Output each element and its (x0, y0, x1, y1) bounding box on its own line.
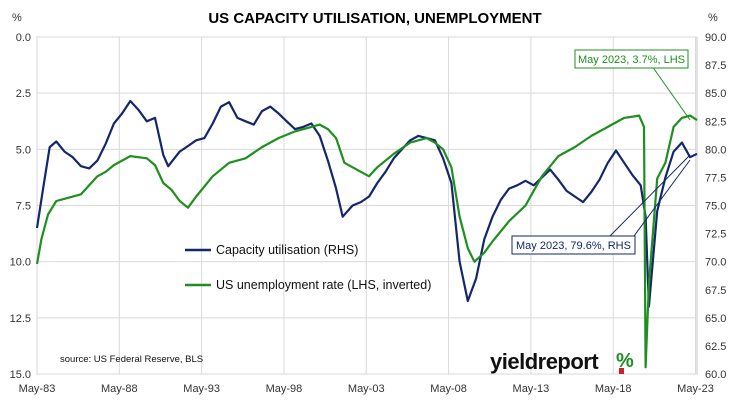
right-tick-label: 62.5 (705, 341, 726, 353)
right-tick-label: 70.0 (705, 257, 726, 269)
right-tick-label: 60.0 (705, 369, 726, 381)
annotation-unemployment: May 2023, 3.7%, LHS (574, 49, 691, 121)
logo-percent-icon: % (616, 350, 634, 372)
gridlines (36, 36, 697, 375)
annotation-capacity-leader-2 (633, 159, 691, 237)
right-tick-label: 85.0 (705, 88, 726, 100)
series-line-unemployment-rate (35, 114, 698, 369)
left-tick-label: 7.5 (16, 201, 31, 213)
x-tick-label: May-88 (101, 383, 138, 395)
annotation-capacity-text: May 2023, 79.6%, RHS (516, 240, 631, 252)
x-tick-label: May-23 (677, 383, 714, 395)
yieldreport-logo: yieldreport % (490, 349, 634, 374)
annotation-unemployment-leader (651, 65, 691, 121)
left-tick-label: 5.0 (16, 144, 31, 156)
series-layer (35, 99, 698, 369)
right-tick-label: 77.5 (705, 172, 726, 184)
left-axis-ticks: 0.0 2.5 5.0 7.5 10.0 12.5 15.0 (10, 32, 31, 381)
x-tick-label: May-98 (266, 383, 303, 395)
logo-wordmark: yieldreport (490, 349, 599, 374)
logo-red-accent (619, 368, 624, 374)
right-tick-label: 87.5 (705, 60, 726, 72)
right-tick-label: 65.0 (705, 313, 726, 325)
left-tick-label: 10.0 (10, 257, 31, 269)
x-axis-ticks: May-83 May-88 May-93 May-98 May-03 May-08 May-… (19, 383, 714, 395)
right-tick-label: 82.5 (705, 116, 726, 128)
x-tick-label: May-13 (513, 383, 550, 395)
left-tick-label: 2.5 (16, 88, 31, 100)
source-note: source: US Federal Reserve, BLS (60, 354, 203, 365)
annotation-unemployment-text: May 2023, 3.7%, LHS (578, 54, 685, 66)
series-line-capacity-utilisation (35, 99, 698, 308)
left-tick-label: 0.0 (16, 32, 31, 44)
right-tick-label: 72.5 (705, 229, 726, 241)
annotation-capacity-leader-1 (609, 154, 691, 237)
right-tick-label: 80.0 (705, 144, 726, 156)
annotation-unemployment-box (574, 49, 689, 69)
x-tick-label: May-08 (430, 383, 467, 395)
right-tick-label: 75.0 (705, 201, 726, 213)
right-tick-label: 67.5 (705, 285, 726, 297)
legend-label-unemployment: US unemployment rate (LHS, inverted) (216, 278, 431, 292)
x-tick-label: May-03 (348, 383, 385, 395)
legend-label-capacity: Capacity utilisation (RHS) (216, 243, 358, 257)
left-axis-unit: % (12, 12, 22, 24)
right-tick-label: 90.0 (705, 32, 726, 44)
x-tick-label: May-18 (595, 383, 632, 395)
x-tick-label: May-93 (183, 383, 220, 395)
annotation-capacity: May 2023, 79.6%, RHS (511, 154, 691, 255)
annotation-capacity-box (511, 235, 636, 255)
right-axis-unit: % (708, 12, 718, 24)
left-tick-label: 12.5 (10, 313, 31, 325)
legend: Capacity utilisation (RHS) US unemployme… (185, 243, 431, 292)
x-tick-label: May-83 (19, 383, 56, 395)
chart-title: US CAPACITY UTILISATION, UNEMPLOYMENT (208, 10, 541, 27)
left-tick-label: 15.0 (10, 369, 31, 381)
right-axis-ticks: 90.0 87.5 85.0 82.5 80.0 77.5 75.0 72.5 70.0 67.5… (705, 32, 726, 381)
